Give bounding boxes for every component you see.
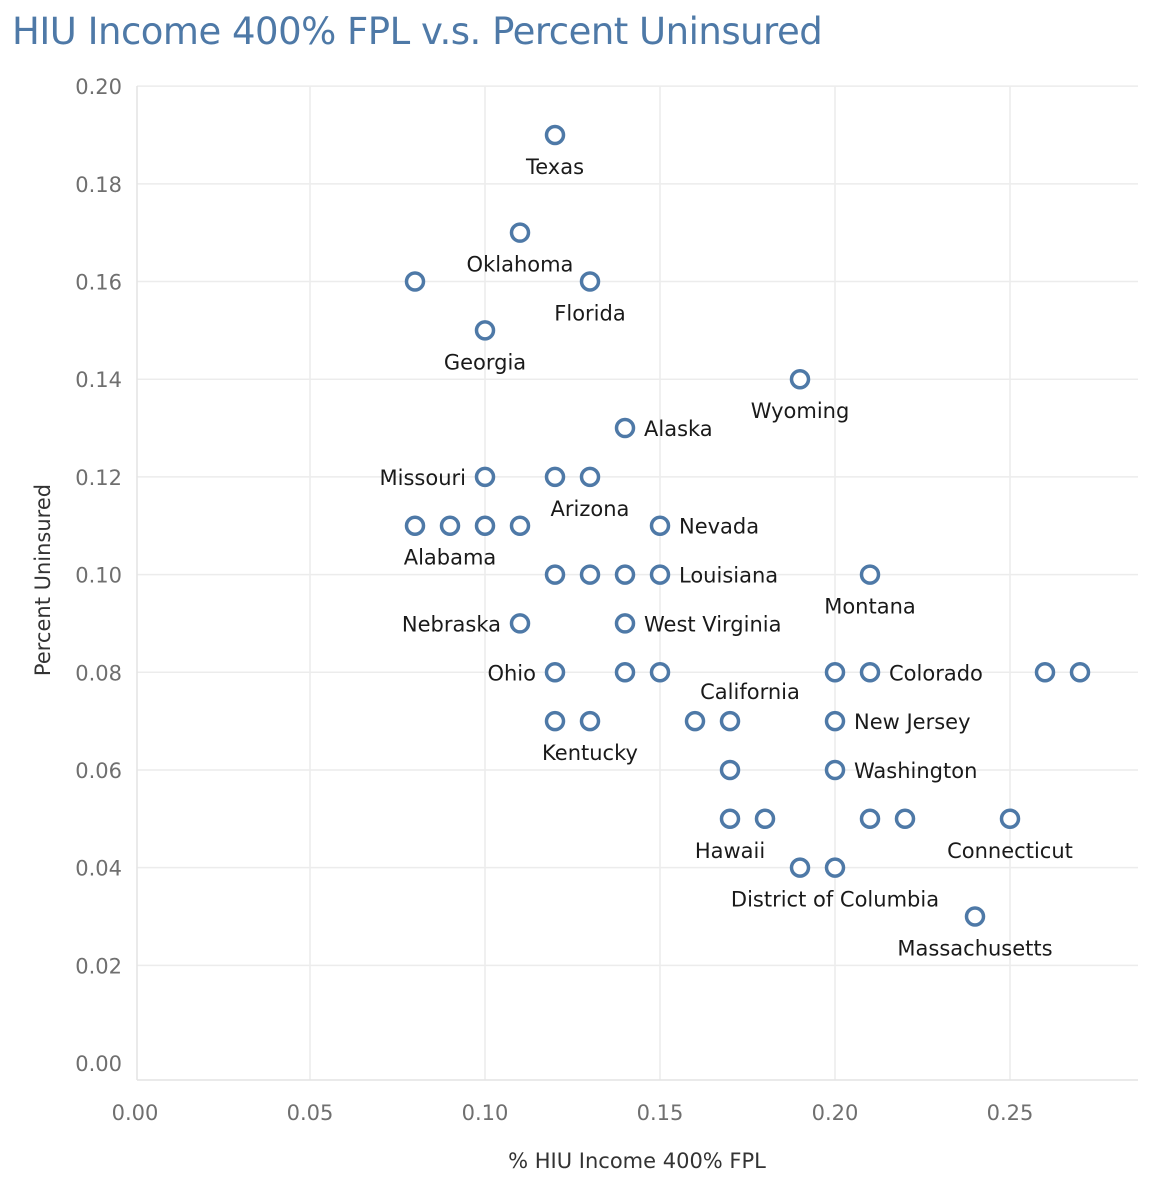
x-tick-label: 0.20 (812, 1101, 859, 1125)
y-tick-label: 0.14 (75, 368, 122, 392)
point-labels: Texas Oklahoma Florida Georgia Wyoming Alaska… (380, 155, 1073, 960)
data-point (824, 857, 846, 878)
x-tick-label: 0.00 (112, 1101, 159, 1125)
data-point (544, 662, 566, 683)
data-point (544, 124, 566, 146)
point-label: Oklahoma (467, 253, 574, 277)
point-label: Washington (854, 759, 977, 783)
data-point (474, 466, 496, 488)
data-points (404, 124, 1091, 927)
x-tick-label: 0.25 (987, 1101, 1034, 1125)
data-point (474, 515, 496, 536)
data-point (579, 466, 601, 488)
y-tick-label: 0.16 (75, 271, 122, 295)
data-point (684, 710, 706, 732)
data-point (509, 613, 531, 634)
y-tick-label: 0.10 (75, 564, 122, 588)
data-point (789, 857, 811, 878)
data-point (1034, 662, 1056, 683)
point-label: Louisiana (679, 564, 778, 588)
point-label: New Jersey (854, 710, 971, 734)
point-label: Arizona (551, 497, 630, 521)
data-point (544, 710, 566, 732)
x-axis-title: % HIU Income 400% FPL (508, 1149, 766, 1173)
y-tick-label: 0.02 (75, 954, 122, 978)
x-tick-label: 0.05 (287, 1101, 334, 1125)
data-point (509, 222, 531, 243)
data-point (789, 368, 811, 390)
point-label: District of Columbia (731, 888, 939, 912)
point-label: Massachusetts (897, 936, 1052, 960)
data-point (544, 466, 566, 488)
y-tick-label: 0.06 (75, 759, 122, 783)
data-point (824, 710, 846, 732)
point-label: Nebraska (402, 612, 501, 636)
data-point (894, 808, 916, 830)
point-label: West Virginia (644, 612, 781, 636)
point-label: Alaska (644, 417, 713, 441)
data-point (824, 662, 846, 683)
point-label: Missouri (380, 466, 466, 490)
data-point (404, 515, 426, 536)
data-point (859, 662, 881, 683)
grid-layer (137, 85, 1138, 1080)
x-tick-label: 0.10 (462, 1101, 509, 1125)
y-tick-label: 0.12 (75, 466, 122, 490)
data-point (719, 759, 741, 781)
point-label: Connecticut (947, 839, 1073, 863)
data-point (614, 564, 636, 585)
y-tick-label: 0.20 (75, 75, 122, 99)
data-point (614, 662, 636, 683)
tick-labels: 0.00 0.05 0.10 0.15 0.20 0.25 0.00 0.02 0.04 0.06… (75, 75, 1033, 1125)
chart-title: HIU Income 400% FPL v.s. Percent Uninsur… (12, 10, 823, 53)
point-label: Nevada (679, 515, 759, 539)
data-point (824, 759, 846, 781)
data-point (579, 271, 601, 292)
data-point (1069, 662, 1091, 683)
point-label: Georgia (444, 350, 526, 374)
axis-layer (136, 86, 1138, 1081)
y-axis-title: Percent Uninsured (31, 484, 55, 676)
data-point (614, 417, 636, 439)
point-label: California (700, 680, 800, 704)
point-label: Colorado (889, 661, 983, 685)
data-point (579, 564, 601, 585)
data-point (964, 906, 986, 927)
data-point (509, 515, 531, 536)
point-label: Texas (525, 155, 584, 179)
point-label: Wyoming (751, 399, 850, 423)
x-tick-label: 0.15 (637, 1101, 684, 1125)
data-point (754, 808, 776, 830)
point-label: Florida (554, 302, 625, 326)
data-point (719, 710, 741, 732)
data-point (859, 808, 881, 830)
data-point (579, 710, 601, 732)
data-point (649, 564, 671, 585)
data-point (544, 564, 566, 585)
data-point (649, 662, 671, 683)
data-point (404, 271, 426, 292)
y-tick-label: 0.18 (75, 173, 122, 197)
point-label: Hawaii (695, 839, 765, 863)
data-point (719, 808, 741, 830)
data-point (859, 564, 881, 585)
y-tick-label: 0.08 (75, 661, 122, 685)
data-point (474, 320, 496, 341)
data-point (999, 808, 1021, 830)
data-point (614, 613, 636, 634)
point-label: Alabama (404, 546, 497, 570)
point-label: Montana (824, 595, 916, 619)
data-point (439, 515, 461, 536)
data-point (649, 515, 671, 536)
y-tick-label: 0.00 (75, 1052, 122, 1076)
point-label: Ohio (487, 661, 536, 685)
y-tick-label: 0.04 (75, 857, 122, 881)
point-label: Kentucky (542, 741, 638, 765)
